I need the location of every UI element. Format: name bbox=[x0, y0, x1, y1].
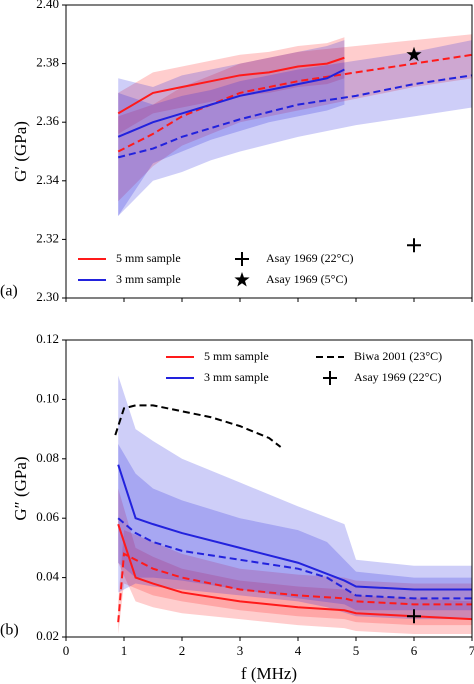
legend-label: Biwa 2001 (23°C) bbox=[354, 349, 442, 363]
plus-marker bbox=[235, 252, 249, 266]
y-tick-label: 0.06 bbox=[36, 509, 59, 524]
y-axis-label: G′ (GPa) bbox=[11, 121, 30, 182]
y-tick-label: 0.08 bbox=[36, 450, 59, 465]
x-tick-label: 3 bbox=[237, 643, 244, 658]
panel-label: (b) bbox=[0, 622, 19, 639]
series-line bbox=[117, 68, 345, 138]
plus-marker bbox=[407, 238, 421, 253]
panel-label: (a) bbox=[0, 283, 18, 300]
legend-label: 3 mm sample bbox=[116, 272, 181, 286]
star-marker bbox=[234, 272, 250, 287]
legend-label: Asay 1969 (22°C) bbox=[354, 370, 441, 384]
plus-marker bbox=[407, 609, 421, 624]
legend-label: Asay 1969 (22°C) bbox=[266, 251, 353, 265]
legend-label: Asay 1969 (5°C) bbox=[266, 272, 347, 286]
series-line bbox=[117, 74, 473, 159]
series-line bbox=[117, 552, 472, 623]
y-tick-label: 2.38 bbox=[36, 55, 59, 70]
y-tick-label: 2.30 bbox=[36, 289, 59, 304]
y-tick-label: 0.10 bbox=[36, 390, 59, 405]
x-tick-label: 6 bbox=[411, 643, 418, 658]
confidence-band bbox=[118, 40, 472, 216]
x-tick-label: 2 bbox=[179, 643, 186, 658]
star-marker bbox=[406, 46, 422, 62]
series-line bbox=[117, 464, 472, 591]
x-axis-label: f (MHz) bbox=[241, 664, 297, 683]
legend-label: 5 mm sample bbox=[116, 251, 181, 265]
plot-frame bbox=[65, 4, 473, 299]
x-tick-label: 1 bbox=[121, 643, 128, 658]
plot-frame bbox=[65, 339, 473, 638]
y-tick-label: 2.34 bbox=[36, 172, 59, 187]
confidence-band bbox=[118, 488, 472, 635]
legend-label: 3 mm sample bbox=[204, 370, 269, 384]
confidence-band bbox=[118, 375, 472, 611]
series-line bbox=[117, 53, 473, 153]
confidence-band bbox=[118, 443, 472, 620]
y-tick-label: 0.02 bbox=[36, 628, 59, 643]
legend-label: 5 mm sample bbox=[204, 349, 269, 363]
x-tick-label: 0 bbox=[63, 643, 70, 658]
y-tick-label: 0.04 bbox=[36, 569, 59, 584]
x-tick-label: 5 bbox=[353, 643, 360, 658]
series-line bbox=[117, 523, 473, 621]
confidence-band bbox=[118, 40, 345, 216]
x-tick-label: 4 bbox=[295, 643, 302, 658]
y-tick-label: 2.36 bbox=[36, 113, 59, 128]
plus-marker bbox=[323, 371, 337, 385]
y-tick-label: 2.32 bbox=[36, 230, 59, 245]
confidence-band bbox=[118, 530, 472, 635]
y-tick-label: 0.12 bbox=[36, 331, 59, 346]
series-line bbox=[117, 56, 345, 115]
confidence-band bbox=[118, 34, 472, 202]
series-line bbox=[114, 404, 282, 448]
y-axis-label: G″ (GPa) bbox=[11, 456, 30, 520]
y-tick-label: 2.40 bbox=[36, 0, 59, 11]
x-tick-label: 7 bbox=[469, 643, 474, 658]
confidence-band bbox=[118, 37, 345, 134]
series-line bbox=[117, 517, 472, 600]
